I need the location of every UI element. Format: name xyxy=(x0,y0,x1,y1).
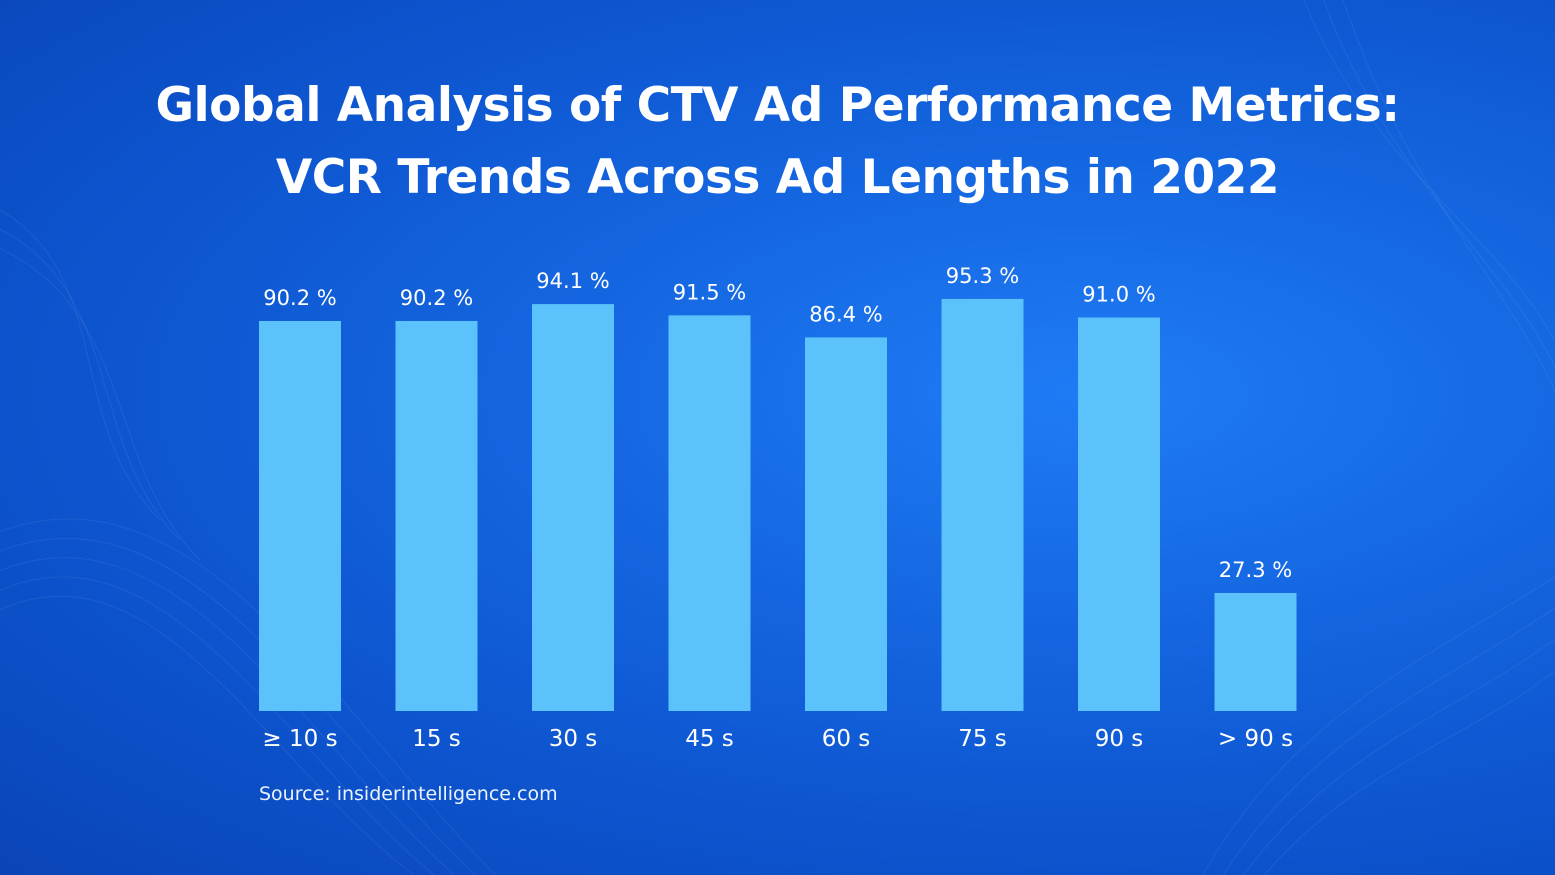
category-label-7: > 90 s xyxy=(1218,726,1293,752)
category-label-6: 90 s xyxy=(1095,726,1144,752)
chart-title: Global Analysis of CTV Ad Performance Me… xyxy=(0,70,1555,214)
bar-4 xyxy=(805,337,887,711)
category-label-5: 75 s xyxy=(958,726,1007,752)
category-label-2: 30 s xyxy=(549,726,598,752)
data-label-5: 95.3 % xyxy=(946,264,1019,288)
bar-7 xyxy=(1214,592,1297,711)
category-label-0: ≥ 10 s xyxy=(262,726,337,752)
bar-3 xyxy=(668,315,751,711)
bar-5 xyxy=(941,298,1024,711)
bar-2 xyxy=(532,304,614,711)
data-label-4: 86.4 % xyxy=(809,302,882,326)
data-label-7: 27.3 % xyxy=(1219,558,1292,582)
data-label-0: 90.2 % xyxy=(263,286,336,310)
data-label-3: 91.5 % xyxy=(673,280,746,304)
category-label-1: 15 s xyxy=(412,726,461,752)
bar-0 xyxy=(259,320,341,711)
data-label-2: 94.1 % xyxy=(536,269,609,293)
bar-6 xyxy=(1078,317,1160,711)
chart-title-line1: Global Analysis of CTV Ad Performance Me… xyxy=(155,78,1400,133)
source-note: Source: insiderintelligence.com xyxy=(259,783,558,805)
data-label-1: 90.2 % xyxy=(400,286,473,310)
category-label-3: 45 s xyxy=(685,726,734,752)
chart-title-line2: VCR Trends Across Ad Lengths in 2022 xyxy=(275,150,1280,205)
bar-1 xyxy=(395,320,478,711)
category-label-4: 60 s xyxy=(822,726,871,752)
data-label-6: 91.0 % xyxy=(1082,283,1155,307)
